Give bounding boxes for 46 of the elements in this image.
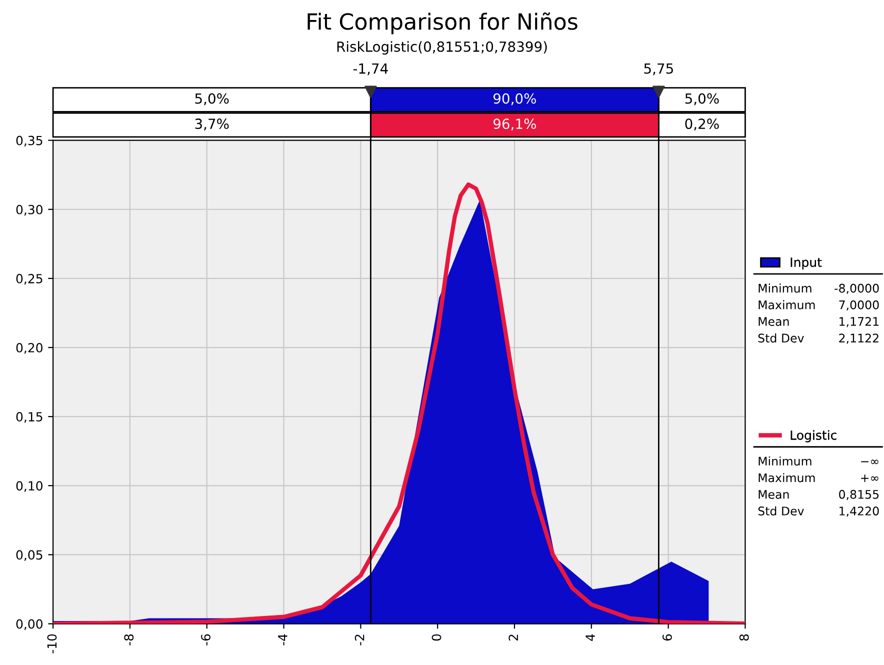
chart-title: Fit Comparison for Niños	[308, 12, 578, 34]
text: Std Dev	[758, 506, 804, 516]
x-tick-label: -8	[124, 634, 134, 646]
text: 2,1122	[839, 334, 878, 344]
text: 0,8155	[839, 490, 879, 500]
y-tick-label: 0,35	[16, 136, 42, 147]
text: Maximum	[758, 300, 815, 310]
ref-line-label: 5,75	[644, 63, 673, 76]
x-tick-label: -2	[354, 634, 364, 646]
text: 0,2%	[685, 118, 719, 130]
x-tick-label: 4	[586, 634, 595, 641]
y-tick-label: 0,30	[16, 204, 42, 216]
text: 7,0000	[839, 300, 879, 311]
y-tick-label: 0,20	[16, 342, 42, 354]
x-tick-label: -4	[278, 634, 288, 646]
x-tick-label: 6	[662, 634, 672, 641]
text: Minimum	[758, 284, 812, 293]
text: −∞	[861, 460, 878, 464]
legend-label: Logistic	[790, 430, 836, 442]
text: 5,0%	[685, 93, 719, 106]
x-tick-label: 0	[432, 634, 442, 641]
text: Mean	[758, 490, 789, 499]
y-tick-label: 0,25	[16, 274, 42, 285]
text: Mean	[758, 317, 789, 326]
x-tick-label: 2	[508, 634, 518, 641]
y-tick-label: 0,10	[16, 481, 42, 492]
text: 3,7%	[195, 118, 229, 130]
x-tick-label: 8	[739, 634, 749, 641]
y-tick-label: 0,15	[16, 412, 42, 423]
text: Std Dev	[758, 333, 804, 343]
chart-subtitle: RiskLogistic(0,81551;0,78399)	[337, 41, 547, 55]
text: +∞	[861, 474, 878, 482]
legend-label: Input	[790, 258, 822, 270]
y-tick-label: 0,00	[16, 619, 42, 630]
text: Minimum	[758, 456, 812, 466]
text: Maximum	[758, 473, 815, 482]
x-tick-label: -10	[47, 634, 57, 654]
y-tick-label: 0,05	[16, 550, 42, 561]
text: 1,1721	[840, 317, 878, 328]
text: -8,0000	[834, 284, 879, 294]
text: 90,0%	[493, 93, 536, 106]
text: 1,4220	[840, 506, 879, 517]
ref-line-label: -1,74	[353, 63, 388, 76]
text: 5,0%	[195, 93, 229, 106]
x-tick-label: -6	[201, 634, 210, 646]
text: 96,1%	[493, 118, 536, 130]
